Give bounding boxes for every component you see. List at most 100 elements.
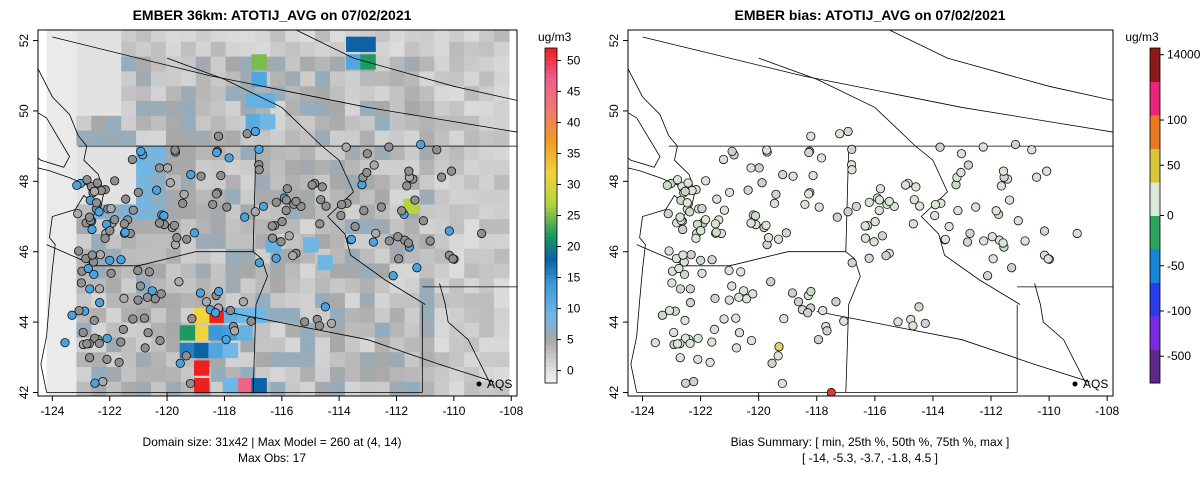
site-marker	[750, 211, 761, 221]
grid-cell	[494, 85, 510, 101]
grid-cell	[494, 366, 510, 382]
grid-cell	[136, 351, 152, 368]
right-footer-line1: Bias Summary: [ min, 25th %, 50th %, 75t…	[731, 435, 1010, 449]
grid-cell	[46, 307, 63, 323]
grid-cell	[464, 144, 480, 161]
right-bias-panel: AQS -124 -122 -120 -118 -116 -114 -112 -110 -108 4…	[607, 29, 1120, 418]
grid-cell	[449, 85, 465, 101]
y-tick-label: 44	[17, 315, 31, 329]
grid-cell	[240, 366, 257, 382]
grid-cell	[225, 218, 242, 235]
grid-cell	[389, 144, 406, 161]
grid-cell	[180, 70, 197, 87]
hot-grid-cell	[222, 342, 239, 359]
site-marker	[267, 221, 277, 231]
grid-cell	[329, 41, 346, 57]
site-marker	[679, 269, 690, 280]
grid-cell	[479, 262, 495, 279]
colorbar-segment	[545, 278, 557, 284]
site-marker	[983, 271, 993, 281]
site-marker	[1072, 228, 1082, 239]
grid-cell	[106, 144, 122, 161]
site-marker	[187, 314, 197, 324]
grid-cell	[374, 248, 391, 264]
grid-cell	[464, 277, 480, 294]
grid-cell	[136, 41, 152, 57]
grid-cell	[464, 322, 480, 338]
site-marker	[686, 250, 696, 260]
grid-cell	[136, 248, 152, 264]
grid-cell	[359, 30, 376, 42]
grid-cell	[195, 218, 212, 235]
grid-cell	[404, 336, 421, 353]
grid-cell	[494, 351, 510, 368]
grid-cell	[285, 322, 301, 338]
colorbar-segment	[545, 135, 557, 141]
site-marker	[779, 314, 789, 324]
grid-cell	[464, 351, 480, 368]
grid-cell	[136, 233, 152, 249]
x-tick-label: -124	[40, 404, 64, 418]
site-marker	[225, 305, 235, 316]
site-marker	[282, 184, 292, 194]
grid-cell	[121, 85, 137, 101]
grid-cell	[315, 159, 331, 175]
grid-cell	[180, 292, 197, 308]
grid-cell	[46, 381, 63, 396]
colorbar-tick-label: -500	[1167, 349, 1191, 363]
grid-cell	[285, 381, 301, 396]
site-marker	[181, 351, 191, 361]
grid-cell	[61, 292, 78, 308]
site-marker	[696, 226, 706, 236]
grid-cell	[329, 159, 346, 175]
grid-cell	[344, 277, 361, 294]
grid-cell	[494, 322, 510, 338]
site-marker	[787, 288, 798, 298]
grid-cell	[300, 189, 316, 205]
grid-cell	[151, 30, 167, 42]
grid-cell	[329, 56, 346, 72]
grid-cell	[151, 129, 167, 146]
grid-cell	[165, 307, 182, 323]
grid-cell	[76, 100, 92, 116]
site-marker	[956, 149, 967, 159]
site-marker	[804, 147, 814, 158]
grid-cell	[61, 41, 78, 57]
site-marker	[874, 205, 884, 216]
grid-cell	[151, 233, 167, 249]
grid-cell	[359, 115, 376, 131]
grid-cell	[479, 174, 495, 190]
site-marker	[140, 343, 150, 353]
site-marker	[116, 337, 126, 347]
site-marker	[813, 335, 824, 345]
grid-cell	[449, 351, 465, 368]
grid-cell	[165, 129, 182, 146]
grid-cell	[434, 70, 450, 87]
grid-cell	[285, 100, 301, 116]
grid-cell	[449, 129, 465, 146]
site-marker	[281, 205, 291, 216]
grid-cell	[464, 115, 480, 131]
grid-cell	[76, 41, 92, 57]
grid-cell	[46, 336, 63, 353]
site-marker	[657, 310, 668, 320]
site-marker	[152, 185, 162, 195]
y-tick-label: 42	[607, 385, 621, 399]
grid-cell	[61, 159, 78, 175]
colorbar-tick-label: -100	[1167, 304, 1191, 318]
grid-cell	[300, 144, 316, 161]
x-tick-label: -120	[155, 404, 179, 418]
grid-cell	[285, 277, 301, 294]
site-marker	[711, 227, 721, 237]
y-tick-label: 50	[607, 104, 621, 118]
site-marker	[806, 286, 816, 297]
grid-cell	[434, 115, 450, 131]
site-marker	[681, 378, 691, 388]
colorbar-segment	[545, 207, 557, 212]
site-marker	[128, 205, 138, 215]
grid-cell	[389, 366, 406, 382]
grid-cell	[404, 41, 421, 57]
grid-cell	[210, 70, 227, 87]
colorbar-segment	[545, 269, 557, 275]
grid-cell	[165, 100, 182, 116]
